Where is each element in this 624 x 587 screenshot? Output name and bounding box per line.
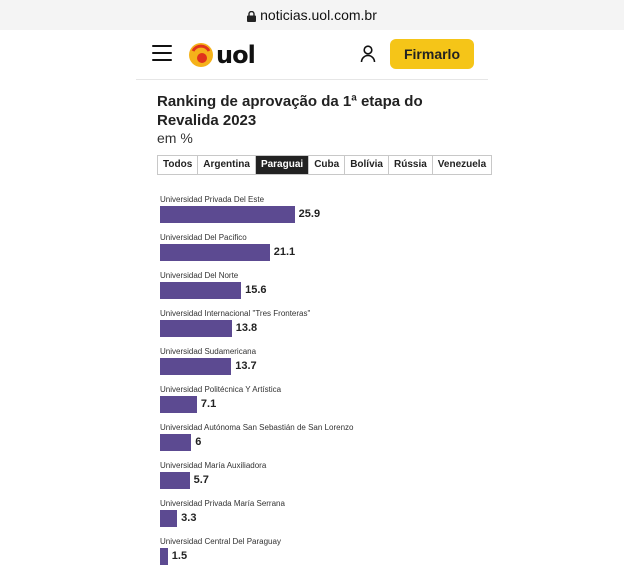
bar[interactable] <box>160 434 192 451</box>
chart-row: Universidad Sudamericana 13.7 <box>160 345 490 383</box>
chart-row: Universidad Del Norte 15.6 <box>160 269 490 307</box>
tab-cuba[interactable]: Cuba <box>309 156 346 174</box>
bar[interactable] <box>160 472 190 489</box>
bar-category-label: Universidad Privada María Serrana <box>160 499 285 508</box>
tab-venezuela[interactable]: Venezuela <box>437 159 487 170</box>
bar-value-label: 25.9 <box>298 208 321 220</box>
bar-category-label: Universidad Politécnica Y Artística <box>160 385 282 394</box>
bar[interactable] <box>160 320 232 337</box>
uol-logo[interactable]: uol <box>188 41 256 69</box>
tab-paraguai[interactable]: Paraguai <box>255 156 310 174</box>
bar-category-label: Universidad María Auxiliadora <box>160 461 267 470</box>
bar[interactable] <box>160 358 232 375</box>
bar[interactable] <box>160 396 197 413</box>
chart-row: Universidad Internacional "Tres Frontera… <box>160 307 490 345</box>
bar-category-label: Universidad Central Del Paraguay <box>160 537 281 546</box>
tab-russia[interactable]: Rússia <box>389 156 433 174</box>
chart-row: Universidad Central Del Paraguay 1.5 <box>160 535 490 573</box>
bar-category-label: Universidad Del Pacifico <box>160 233 247 242</box>
uol-logo-text: uol <box>216 41 256 69</box>
browser-address-bar[interactable]: noticias.uol.com.br <box>0 0 624 30</box>
country-tabs: Todos Argentina Paraguai Cuba Bolívia Rú… <box>157 155 493 175</box>
bar-value-label: 21.1 <box>273 246 296 258</box>
chart-title: Ranking de aprovação da 1ª etapa do Reva… <box>157 93 423 129</box>
chart-row: Universidad María Auxiliadora 5.7 <box>160 459 490 497</box>
bar-value-label: 7.1 <box>200 398 217 410</box>
bar-value-label: 3.3 <box>181 512 197 524</box>
uol-logo-icon <box>189 43 213 67</box>
lock-icon <box>247 10 257 22</box>
browser-url: noticias.uol.com.br <box>260 7 377 23</box>
bar-category-label: Universidad Del Norte <box>160 271 239 280</box>
bar-category-label: Universidad Privada Del Este <box>160 195 265 204</box>
bar-value-label: 15.6 <box>245 284 267 296</box>
bar-value-label: 13.7 <box>235 360 257 372</box>
bar-value-label: 13.8 <box>235 322 258 334</box>
bar[interactable] <box>160 282 242 299</box>
chart-row: Universidad Autónoma San Sebastián de Sa… <box>160 421 490 459</box>
menu-icon[interactable] <box>152 45 172 63</box>
chart-unit: em % <box>157 130 193 146</box>
bar-value-label: 1.5 <box>171 550 188 562</box>
bar-category-label: Universidad Internacional "Tres Frontera… <box>160 309 311 318</box>
bar[interactable] <box>160 206 295 223</box>
tab-todos[interactable]: Todos <box>158 156 199 174</box>
chart-row: Universidad Del Pacifico 21.1 <box>160 231 490 269</box>
chart-row: Universidad Privada Del Este 25.9 <box>160 193 490 231</box>
bar-chart: Universidad Privada Del Este 25.9 Universi… <box>160 193 490 573</box>
bar-value-label: 5.7 <box>193 474 209 486</box>
site-header: uol Firmarlo <box>136 30 488 80</box>
chart-row: Universidad Privada María Serrana 3.3 <box>160 497 490 535</box>
tab-bolivia[interactable]: Bolívia <box>345 156 389 174</box>
signin-button[interactable]: Firmarlo <box>390 39 474 69</box>
tab-argentina[interactable]: Argentina <box>198 156 256 174</box>
bar-category-label: Universidad Sudamericana <box>160 347 257 356</box>
bar[interactable] <box>160 548 168 565</box>
user-icon[interactable] <box>360 45 376 63</box>
bar-category-label: Universidad Autónoma San Sebastián de Sa… <box>160 423 354 432</box>
bar-value-label: 6 <box>195 436 202 448</box>
bar[interactable] <box>160 510 178 527</box>
chart-row: Universidad Politécnica Y Artística 7.1 <box>160 383 490 421</box>
bar[interactable] <box>160 244 270 261</box>
